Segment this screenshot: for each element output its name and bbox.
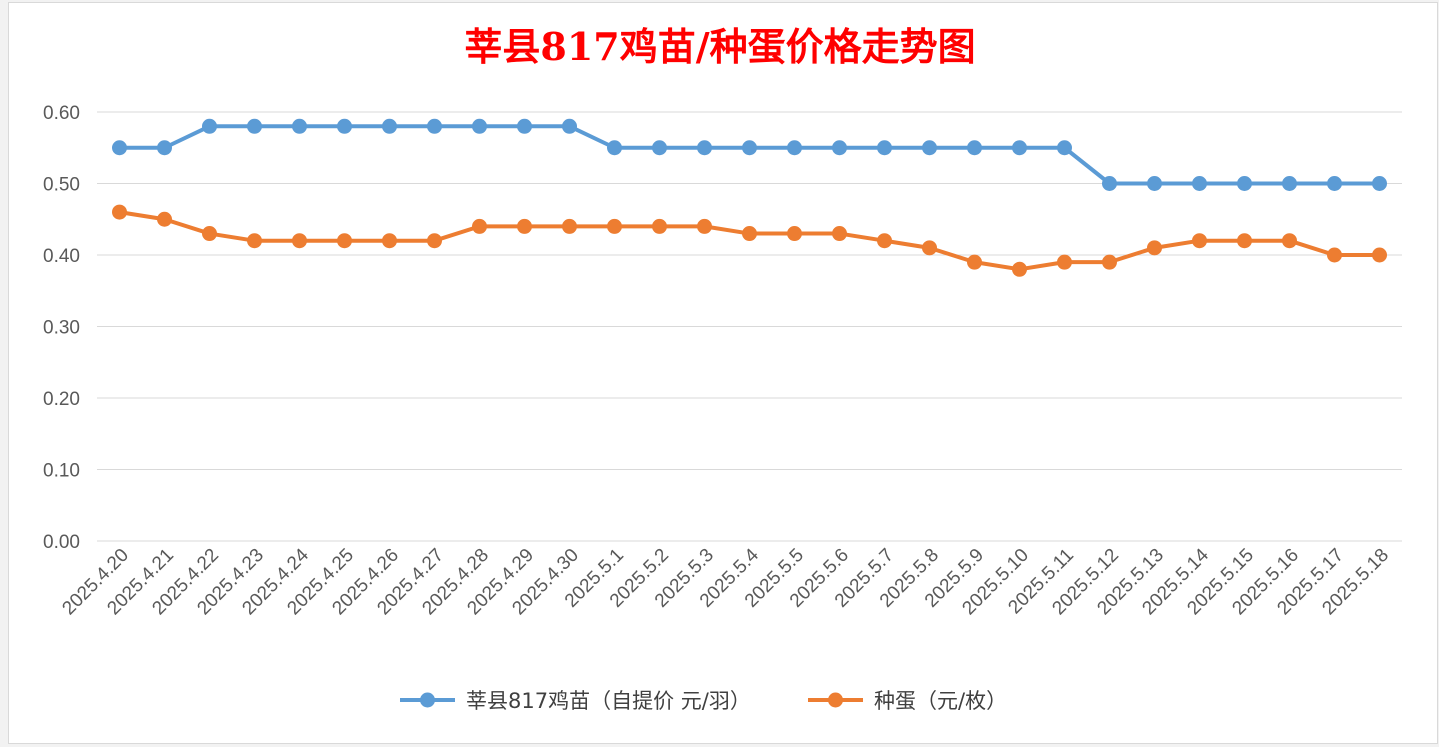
data-point — [1147, 176, 1162, 191]
data-point — [562, 118, 577, 134]
data-point — [202, 226, 217, 242]
data-point — [337, 233, 352, 249]
data-point — [877, 233, 892, 249]
data-point — [202, 118, 217, 134]
data-point — [247, 118, 262, 134]
data-point — [1192, 176, 1207, 191]
data-point — [472, 118, 487, 134]
data-point — [427, 233, 442, 249]
data-point — [1057, 140, 1072, 156]
x-axis-ticks: 2025.4.202025.4.212025.4.222025.4.232025… — [58, 544, 1393, 619]
data-point — [1102, 254, 1117, 270]
data-point — [1147, 240, 1162, 256]
data-point — [382, 118, 397, 134]
series-group — [112, 118, 1387, 277]
y-tick-label: 0.20 — [43, 389, 80, 410]
data-point — [292, 118, 307, 134]
data-point — [1327, 247, 1342, 263]
data-point — [157, 211, 172, 227]
data-point — [1102, 176, 1117, 191]
data-point — [247, 233, 262, 249]
data-point — [1192, 233, 1207, 249]
data-point — [1237, 233, 1252, 249]
data-point — [832, 226, 847, 242]
legend: 莘县817鸡苗（自提价 元/羽） 种蛋（元/枚） — [400, 689, 1007, 713]
data-point — [517, 218, 532, 234]
data-point — [697, 218, 712, 234]
y-tick-label: 0.50 — [43, 175, 80, 196]
data-point — [787, 226, 802, 242]
data-point — [157, 140, 172, 156]
y-axis-ticks: 0.00 0.10 0.20 0.30 0.40 0.50 0.60 — [43, 103, 80, 553]
data-point — [607, 218, 622, 234]
y-tick-label: 0.30 — [43, 318, 80, 339]
legend-label: 种蛋（元/枚） — [874, 689, 1007, 713]
data-point — [967, 140, 982, 156]
y-tick-label: 0.10 — [43, 461, 80, 482]
series-1 — [112, 118, 1387, 191]
data-point — [742, 226, 757, 242]
data-point — [877, 140, 892, 156]
data-point — [112, 140, 127, 156]
data-point — [382, 233, 397, 249]
data-point — [1282, 176, 1297, 191]
data-point — [607, 140, 622, 156]
data-point — [562, 218, 577, 234]
data-point — [652, 140, 667, 156]
data-point — [337, 118, 352, 134]
grid-lines — [97, 111, 1402, 542]
y-tick-label: 0.40 — [43, 246, 80, 267]
chart-title: 莘县817鸡苗/种蛋价格走势图 — [464, 24, 975, 69]
legend-item-1: 莘县817鸡苗（自提价 元/羽） — [400, 689, 751, 713]
data-point — [1372, 176, 1387, 191]
data-point — [742, 140, 757, 156]
legend-item-2: 种蛋（元/枚） — [808, 689, 1007, 713]
data-point — [1372, 247, 1387, 263]
legend-marker — [420, 692, 435, 708]
y-tick-label: 0.00 — [43, 532, 80, 553]
data-point — [967, 254, 982, 270]
data-point — [1012, 140, 1027, 156]
data-point — [832, 140, 847, 156]
data-point — [697, 140, 712, 156]
data-point — [1012, 261, 1027, 277]
data-point — [1282, 233, 1297, 249]
data-point — [787, 140, 802, 156]
data-point — [292, 233, 307, 249]
data-point — [472, 218, 487, 234]
y-tick-label: 0.60 — [43, 103, 80, 124]
data-point — [1237, 176, 1252, 191]
data-point — [427, 118, 442, 134]
data-point — [922, 240, 937, 256]
data-point — [652, 218, 667, 234]
legend-marker — [828, 692, 843, 708]
data-point — [922, 140, 937, 156]
data-point — [112, 204, 127, 220]
data-point — [1327, 176, 1342, 191]
data-point — [517, 118, 532, 134]
data-point — [1057, 254, 1072, 270]
series-2 — [112, 204, 1387, 277]
legend-label: 莘县817鸡苗（自提价 元/羽） — [466, 689, 751, 713]
